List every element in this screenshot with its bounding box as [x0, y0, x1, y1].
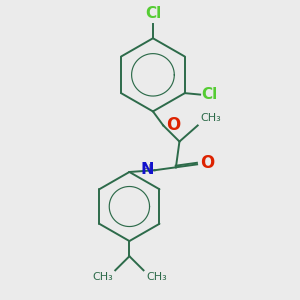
Text: H: H [141, 163, 151, 176]
Text: Cl: Cl [145, 6, 161, 21]
Text: CH₃: CH₃ [200, 113, 221, 123]
Text: CH₃: CH₃ [146, 272, 166, 282]
Text: O: O [200, 154, 214, 172]
Text: Cl: Cl [202, 87, 218, 102]
Text: CH₃: CH₃ [92, 272, 113, 282]
Text: O: O [166, 116, 180, 134]
Text: N: N [141, 162, 154, 177]
